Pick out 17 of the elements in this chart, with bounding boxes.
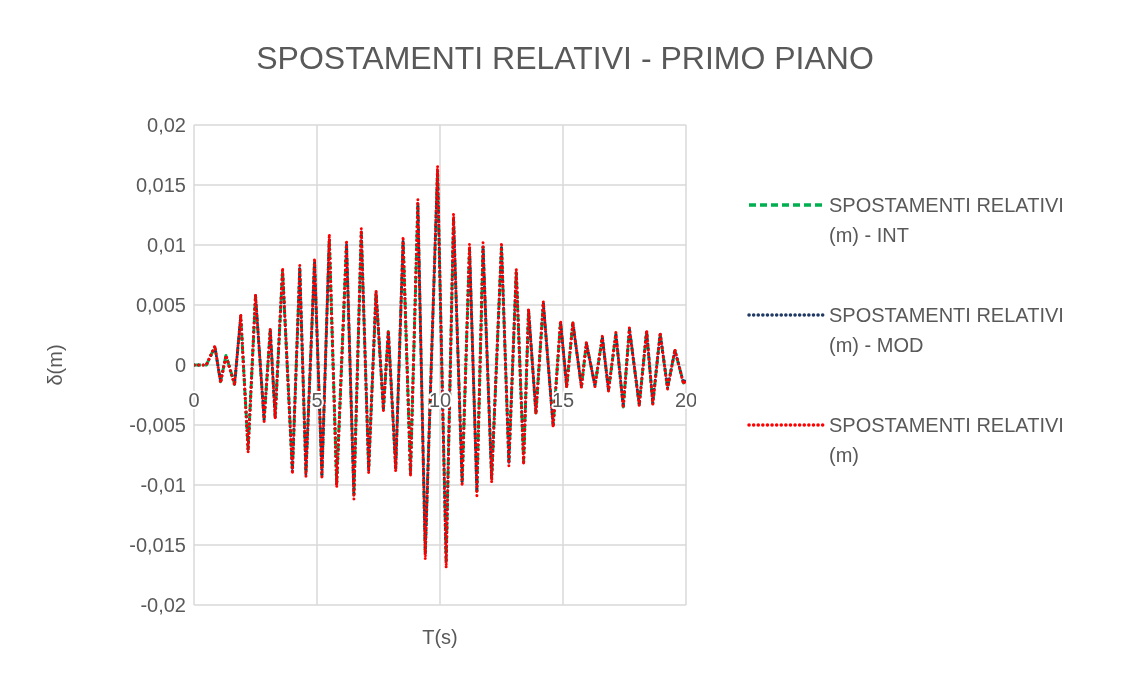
y-tick-label: 0,005 bbox=[135, 294, 186, 317]
x-axis-title: T(s) bbox=[422, 626, 458, 648]
y-tick-label: 0 bbox=[174, 354, 186, 377]
x-tick-label: 0 bbox=[188, 389, 200, 411]
y-tick-label: -0,01 bbox=[140, 474, 186, 497]
y-tick-label: 0,015 bbox=[135, 174, 186, 197]
legend-label: SPOSTAMENTI RELATIVI (m) - MOD bbox=[829, 303, 1065, 358]
y-tick-label: -0,005 bbox=[129, 414, 186, 437]
y-axis-title: δ(m) bbox=[44, 344, 67, 386]
legend-label: SPOSTAMENTI RELATIVI (m) bbox=[829, 413, 1065, 468]
chart-title: SPOSTAMENTI RELATIVI - PRIMO PIANO bbox=[255, 40, 875, 77]
y-tick-label: -0,02 bbox=[140, 594, 186, 617]
y-tick-label: 0,02 bbox=[147, 114, 186, 137]
y-tick-label: -0,015 bbox=[129, 534, 186, 557]
y-tick-label: 0,01 bbox=[147, 234, 186, 257]
legend-label: SPOSTAMENTI RELATIVI (m) - INT bbox=[829, 193, 1065, 248]
x-tick-label: 20 bbox=[674, 389, 698, 411]
